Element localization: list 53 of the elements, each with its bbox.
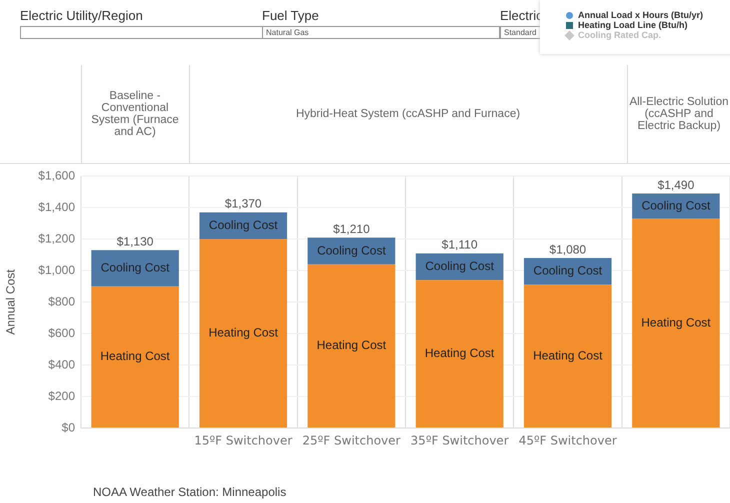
bar (416, 280, 504, 428)
bar (308, 238, 396, 264)
total-label: $1,210 (333, 222, 370, 236)
y-tick-label: $1,200 (38, 231, 76, 246)
total-label: $1,490 (658, 178, 695, 192)
bar (199, 239, 288, 428)
text: Annual Load x Hours (Btu/yr) (578, 10, 704, 20)
text: Baseline - Conventional System (Furnace and AC) (90, 89, 180, 140)
y-tick-label: $1,000 (38, 262, 76, 277)
x-tick-label: 25ºF Switchover (302, 433, 401, 448)
total-label: $1,110 (442, 238, 478, 252)
total-label: $1,370 (224, 196, 262, 211)
text: Electric (500, 8, 544, 23)
text: Heating Cost (208, 326, 278, 340)
text: Fuel Type (262, 8, 320, 23)
total-label: $1,080 (549, 242, 586, 256)
text: All-Electric Solution (ccASHP and Electric Backup) (629, 95, 729, 134)
y-axis-title: Annual Cost (4, 268, 18, 335)
bar (308, 264, 396, 428)
text: Heating Cost (100, 349, 170, 364)
text: Cooling Cost (100, 260, 170, 275)
text: Standard (500, 26, 545, 39)
text: Heating Cost (424, 346, 494, 360)
x-tick-label: 45ºF Switchover (518, 433, 617, 448)
text: Cooling Cost (425, 259, 494, 274)
series-label: Heating Cost (533, 348, 604, 362)
text: Heating Load Line (Btu/h) (578, 20, 688, 30)
text: Cooling Cost (208, 218, 278, 232)
x-tick-label: 35ºF Switchover (410, 433, 509, 448)
y-tick-label: $1,600 (38, 168, 76, 183)
x-tick-label: 15ºF Switchover (194, 433, 292, 448)
text: Electric Utility/Region (20, 8, 144, 23)
y-tick-label: $600 (48, 326, 76, 340)
bar (91, 250, 179, 286)
bar (91, 286, 179, 428)
text: Cooling Cost (533, 264, 602, 278)
bar (632, 218, 720, 428)
y-tick-label: $200 (48, 388, 76, 403)
text: Heating Cost (641, 315, 711, 330)
bar (524, 284, 612, 428)
text: Cooling Rated Cap. (578, 30, 662, 40)
text: Heating Cost (316, 338, 386, 352)
y-tick-label: $1,400 (38, 200, 76, 214)
text: NOAA Weather Station: Minneapolis (93, 485, 288, 499)
text: Cooling Cost (317, 243, 386, 258)
y-tick-label: $800 (48, 294, 76, 308)
y-tick-label: $400 (48, 357, 76, 372)
text: Hybrid-Heat System (ccASHP and Furnace) (294, 107, 522, 122)
total-label: $1,130 (116, 234, 154, 248)
series-label: Cooling Cost (642, 198, 711, 212)
y-tick-label: $0 (62, 420, 76, 434)
bar (524, 258, 612, 285)
text: Natural Gas (262, 26, 500, 39)
